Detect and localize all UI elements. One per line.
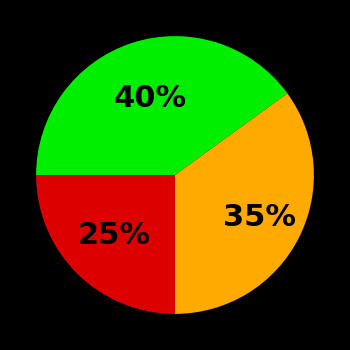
Wedge shape — [175, 93, 314, 314]
Wedge shape — [36, 36, 287, 175]
Text: 40%: 40% — [113, 84, 187, 113]
Text: 25%: 25% — [78, 222, 150, 250]
Text: 35%: 35% — [223, 203, 296, 232]
Wedge shape — [36, 175, 175, 314]
